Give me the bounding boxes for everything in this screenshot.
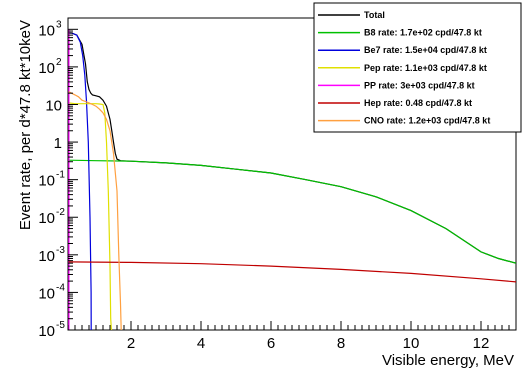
legend-label-1: B8 rate: 1.7e+02 cpd/47.8 kt	[364, 28, 482, 38]
y-tick-label: 10	[38, 60, 55, 77]
x-axis-title: Visible energy, MeV	[382, 352, 514, 369]
y-tick-exponent: -3	[56, 245, 65, 256]
legend-label-4: PP rate: 3e+03 cpd/47.8 kt	[364, 80, 475, 90]
x-tick-label: 10	[403, 335, 420, 352]
legend-label-5: Hep rate: 0.48 cpd/47.8 kt	[364, 98, 472, 108]
x-tick-label: 8	[337, 335, 345, 352]
legend-label-0: Total	[364, 10, 385, 20]
x-tick-label: 6	[267, 335, 275, 352]
x-axis-ticks: 2 4 6 8 10 12	[67, 321, 517, 352]
y-tick-label: 10	[45, 97, 62, 114]
x-tick-label: 12	[473, 335, 490, 352]
y-tick-exponent: -2	[56, 207, 65, 218]
series-curves	[68, 29, 517, 331]
legend-label-6: CNO rate: 1.2e+03 cpd/47.8 kt	[364, 116, 490, 126]
y-tick-exponent: 2	[56, 57, 62, 68]
y-axis-title: Event rate, per d*47.8 kt*10keV	[17, 20, 34, 230]
legend: Total B8 rate: 1.7e+02 cpd/47.8 kt Be7 rat…	[313, 2, 522, 133]
series-line-2	[68, 32, 92, 331]
y-tick-exponent: -5	[56, 320, 65, 331]
y-tick-exponent: -4	[56, 282, 65, 293]
legend-label-2: Be7 rate: 1.5e+04 cpd/47.8 kt	[364, 45, 487, 55]
series-line-3	[68, 102, 112, 331]
legend-label-3: Pep rate: 1.1e+03 cpd/47.8 kt	[364, 63, 487, 73]
y-tick-label: 10	[38, 22, 55, 39]
y-tick-label: 10	[38, 173, 55, 190]
series-line-1	[68, 159, 517, 264]
series-line-5	[68, 261, 517, 283]
y-tick-label: 10	[38, 248, 55, 265]
x-tick-label: 4	[197, 335, 205, 352]
x-tick-label: 2	[127, 335, 135, 352]
y-tick-label: 1	[54, 135, 62, 152]
y-tick-label: 10	[38, 323, 55, 340]
y-tick-label: 10	[38, 210, 55, 227]
y-tick-label: 10	[38, 285, 55, 302]
y-tick-exponent: 3	[56, 19, 62, 30]
series-line-6	[68, 91, 122, 331]
y-tick-exponent: -1	[56, 170, 65, 181]
